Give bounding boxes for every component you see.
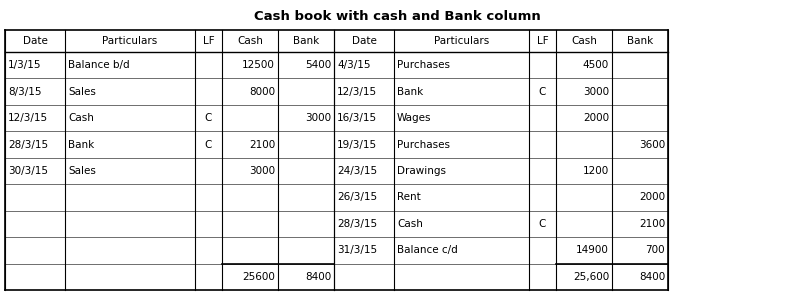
Text: Purchases: Purchases	[397, 140, 450, 150]
Text: 4500: 4500	[583, 60, 609, 70]
Text: Bank: Bank	[627, 36, 653, 46]
Text: C: C	[539, 87, 546, 97]
Text: 2100: 2100	[638, 219, 665, 229]
Text: 2000: 2000	[639, 192, 665, 202]
Text: 700: 700	[646, 245, 665, 255]
Text: Sales: Sales	[68, 166, 96, 176]
Text: 2000: 2000	[583, 113, 609, 123]
Text: Cash: Cash	[397, 219, 423, 229]
Text: 19/3/15: 19/3/15	[337, 140, 377, 150]
Text: 25,600: 25,600	[572, 272, 609, 282]
Text: 4/3/15: 4/3/15	[337, 60, 371, 70]
Text: 3000: 3000	[249, 166, 275, 176]
Text: 14900: 14900	[576, 245, 609, 255]
Text: 1/3/15: 1/3/15	[8, 60, 41, 70]
Text: Wages: Wages	[397, 113, 431, 123]
Text: Date: Date	[352, 36, 376, 46]
Text: Cash: Cash	[237, 36, 263, 46]
Text: Drawings: Drawings	[397, 166, 446, 176]
Text: Bank: Bank	[397, 87, 423, 97]
Text: Date: Date	[22, 36, 48, 46]
Text: 8400: 8400	[305, 272, 331, 282]
Text: 26/3/15: 26/3/15	[337, 192, 377, 202]
Text: 3000: 3000	[305, 113, 331, 123]
Text: 12/3/15: 12/3/15	[8, 113, 48, 123]
Text: Sales: Sales	[68, 87, 96, 97]
Text: 8/3/15: 8/3/15	[8, 87, 41, 97]
Text: Bank: Bank	[293, 36, 319, 46]
Text: 8000: 8000	[249, 87, 275, 97]
Text: Cash book with cash and Bank column: Cash book with cash and Bank column	[253, 11, 541, 24]
Text: 1200: 1200	[583, 166, 609, 176]
Text: Particulars: Particulars	[434, 36, 489, 46]
Text: Rent: Rent	[397, 192, 421, 202]
Text: 24/3/15: 24/3/15	[337, 166, 377, 176]
Text: 3000: 3000	[583, 87, 609, 97]
Text: 5400: 5400	[305, 60, 331, 70]
Text: Balance b/d: Balance b/d	[68, 60, 129, 70]
Text: Cash: Cash	[68, 113, 94, 123]
Text: 3600: 3600	[638, 140, 665, 150]
Text: C: C	[205, 113, 212, 123]
Text: 28/3/15: 28/3/15	[337, 219, 377, 229]
Text: LF: LF	[202, 36, 214, 46]
Text: C: C	[539, 219, 546, 229]
Text: Balance c/d: Balance c/d	[397, 245, 458, 255]
Text: 8400: 8400	[638, 272, 665, 282]
Text: 12500: 12500	[242, 60, 275, 70]
Text: Cash: Cash	[571, 36, 597, 46]
Text: 12/3/15: 12/3/15	[337, 87, 377, 97]
Text: 30/3/15: 30/3/15	[8, 166, 48, 176]
Text: Purchases: Purchases	[397, 60, 450, 70]
Text: 2100: 2100	[249, 140, 275, 150]
Text: Particulars: Particulars	[102, 36, 158, 46]
Text: 28/3/15: 28/3/15	[8, 140, 48, 150]
Text: C: C	[205, 140, 212, 150]
Text: 31/3/15: 31/3/15	[337, 245, 377, 255]
Text: LF: LF	[537, 36, 549, 46]
Text: Bank: Bank	[68, 140, 94, 150]
Text: 16/3/15: 16/3/15	[337, 113, 377, 123]
Text: 25600: 25600	[242, 272, 275, 282]
